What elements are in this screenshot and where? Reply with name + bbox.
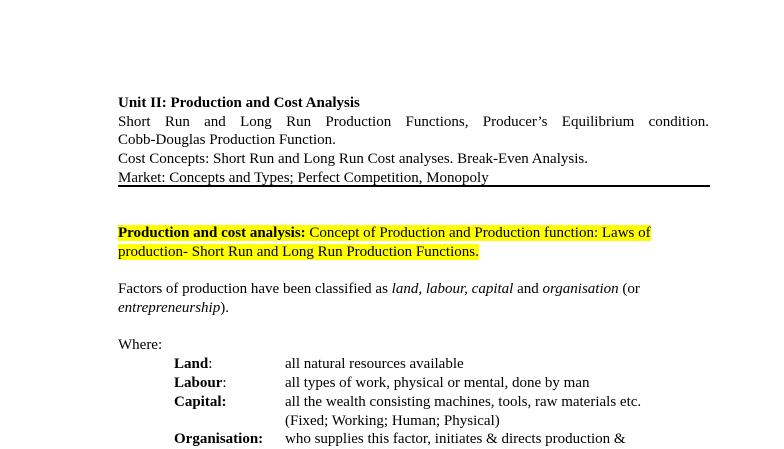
term: Land [174, 356, 209, 372]
definition: who supplies this factor, initiates & di… [285, 431, 626, 447]
term: Organisation: [174, 431, 264, 447]
highlight-bold: Production and cost analysis: [118, 225, 306, 241]
definition: all types of work, physical or mental, d… [285, 375, 590, 391]
syllabus-line: Cobb-Douglas Production Function. [118, 132, 336, 149]
text: and [513, 281, 543, 297]
definition-row: Labour: all types of work, physical or me… [174, 374, 590, 393]
divider [118, 185, 710, 187]
definition: all natural resources available [285, 356, 464, 372]
definition-row: Organisation: who supplies this factor, i… [174, 430, 626, 449]
definition-row: Land: all natural resources available [174, 355, 464, 374]
definition-row: Capital: all the wealth consisting machin… [174, 393, 641, 412]
definition: all the wealth consisting machines, tool… [285, 394, 642, 410]
definition: (Fixed; Working; Human; Physical) [285, 413, 500, 429]
text: Factors of production have been classifi… [118, 281, 392, 297]
term: Capital: [174, 394, 227, 410]
sep: : [222, 375, 227, 391]
factors-paragraph: Factors of production have been classifi… [118, 280, 709, 317]
highlight-text: Concept of Production and Production fun… [118, 225, 651, 260]
sep: : [208, 356, 213, 372]
definition-row: (Fixed; Working; Human; Physical) [174, 412, 500, 431]
highlighted-paragraph: Production and cost analysis: Concept of… [118, 224, 709, 261]
italic-text: organisation [542, 281, 619, 297]
where-label: Where: [118, 337, 163, 353]
syllabus-line: Cost Concepts: Short Run and Long Run Co… [118, 151, 588, 168]
italic-text: land, labour, capital [391, 281, 514, 297]
syllabus-block: Unit II: Production and Cost Analysis Sh… [118, 94, 709, 188]
text: ). [220, 299, 229, 316]
term: Labour [174, 375, 223, 391]
unit-title: Unit II: Production and Cost Analysis [118, 95, 360, 111]
text: (or [618, 281, 640, 297]
syllabus-line: Market: Concepts and Types; Perfect Comp… [118, 169, 489, 186]
italic-text: entrepreneurship [118, 299, 221, 316]
syllabus-line: Short Run and Long Run Production Functi… [118, 113, 709, 130]
